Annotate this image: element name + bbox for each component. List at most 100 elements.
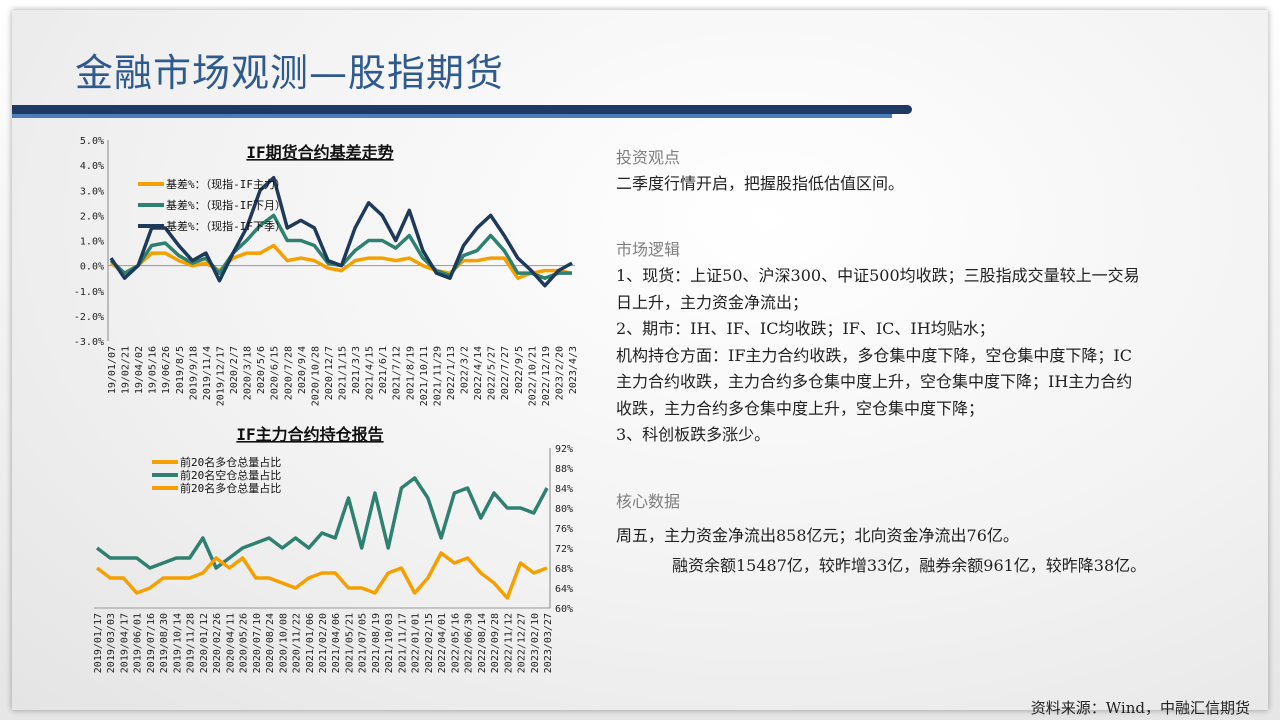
data-line: 融资余额15487亿，较昨增33亿，融券余额961亿，较昨降38亿。 <box>672 555 1147 575</box>
logic-line: 日上升，主力资金净流出； <box>616 292 809 312</box>
series-line-1 <box>95 551 548 600</box>
x-tick-label: 2021/10/03 <box>384 613 395 673</box>
x-tick-label: 2022/05/16 <box>450 613 461 673</box>
x-tick-label: 2020/2/7 <box>229 346 240 394</box>
x-tick-label: 2023/02/10 <box>530 613 541 673</box>
x-tick-label: 2020/3/18 <box>243 346 254 400</box>
data-line: 周五，主力资金净流出858亿元；北向资金净流出76亿。 <box>616 525 1019 545</box>
x-tick-label: 2019/11/4 <box>202 346 213 400</box>
view-heading: 投资观点 <box>616 148 681 167</box>
page-title: 金融市场观测—股指期货 <box>75 51 505 95</box>
x-tick-label: 2019/04/17 <box>119 613 130 673</box>
x-tick-label: 2022/1/13 <box>446 346 457 400</box>
x-tick-label: 2021/05/21 <box>344 613 355 673</box>
x-tick-label: 2022/3/2 <box>460 346 471 394</box>
series-line-0 <box>95 476 549 570</box>
title-underline <box>12 114 892 118</box>
x-tick-label: 2019/06/01 <box>133 613 144 673</box>
x-tick-label: 2021/10/11 <box>419 346 430 406</box>
y-tick-label: 64% <box>555 584 573 595</box>
data-heading: 核心数据 <box>616 491 681 511</box>
x-tick-label: 2021/3/3 <box>351 346 362 394</box>
x-tick-label: 2022/04/01 <box>437 613 448 673</box>
y-tick-label: 1.0% <box>80 237 104 248</box>
x-tick-label: 2022/10/21 <box>527 346 538 406</box>
x-tick-label: 2021/11/29 <box>432 346 443 406</box>
x-tick-label: 2022/06/30 <box>464 613 475 673</box>
x-tick-label: 2022/5/27 <box>487 346 498 400</box>
x-tick-label: 2022/12/27 <box>517 613 528 673</box>
x-tick-label: 2022/08/14 <box>477 613 488 673</box>
y-tick-label: 5.0% <box>80 136 104 147</box>
x-tick-label: 2021/8/19 <box>405 346 416 400</box>
y-tick-label: -3.0% <box>74 337 104 348</box>
x-tick-label: 2022/01/01 <box>411 613 422 673</box>
logic-line: 收跌，主力合约多仓集中度上升，空仓集中度下降； <box>616 398 985 418</box>
x-tick-label: 2020/7/28 <box>283 346 294 400</box>
basis-chart: 5.0%4.0%3.0%2.0%1.0%0.0%-1.0%-2.0%-3.0%1… <box>74 136 579 406</box>
x-tick-label: 19/02/21 <box>121 346 132 394</box>
x-tick-label: 2022/11/12 <box>503 613 514 673</box>
x-tick-label: 2021/04/06 <box>331 613 342 673</box>
logic-text: 1、现货：上证50、沪深300、中证500均收跌；三股指成交量较上一交易 日上升，… <box>616 263 1226 449</box>
x-tick-label: 2019/07/16 <box>146 613 157 673</box>
chart-title: IF期货合约基差走势 <box>246 143 393 162</box>
y-tick-label: 3.0% <box>80 186 104 197</box>
x-tick-label: 2021/01/06 <box>305 613 316 673</box>
y-tick-label: 92% <box>555 444 573 455</box>
x-tick-label: 2020/07/10 <box>252 613 263 673</box>
logic-line: 机构持仓方面：IF主力合约收跌，多仓集中度下降，空仓集中度下降；IC <box>616 345 1132 365</box>
y-tick-label: 68% <box>555 564 573 575</box>
x-tick-label: 2020/05/26 <box>239 613 250 673</box>
view-text: 二季度行情开启，把握股指低估值区间。 <box>616 174 905 193</box>
x-tick-label: 2021/7/12 <box>392 346 403 400</box>
text-panel: 投资观点 二季度行情开启，把握股指低估值区间。 市场逻辑 1、现货：上证50、沪… <box>616 145 1226 579</box>
slide <box>12 10 1268 710</box>
x-tick-label: 19/01/07 <box>107 346 118 394</box>
x-tick-label: 2020/11/22 <box>292 613 303 673</box>
y-tick-label: 60% <box>555 604 573 615</box>
x-tick-label: 2020/12/7 <box>324 346 335 400</box>
legend-label: 基差%：（现指-IF主力） <box>166 177 286 191</box>
x-tick-label: 2021/02/20 <box>318 613 329 673</box>
x-tick-label: 2021/11/17 <box>397 613 408 673</box>
x-tick-label: 2020/10/28 <box>310 346 321 406</box>
x-tick-label: 2019/8/5 <box>175 346 186 394</box>
x-tick-label: 2021/07/05 <box>358 613 369 673</box>
y-tick-label: -1.0% <box>74 287 104 298</box>
position-chart: 92%88%84%80%76%72%68%64%60%2019/01/17 201… <box>93 425 573 673</box>
x-tick-label: 2020/04/11 <box>225 613 236 673</box>
source-note: 资料来源：Wind，中融汇信期货 <box>1030 699 1250 717</box>
title-bar <box>12 105 912 114</box>
x-tick-label: 2019/9/18 <box>188 346 199 400</box>
x-tick-label: 2020/08/24 <box>265 613 276 673</box>
y-tick-label: 84% <box>555 484 573 495</box>
x-tick-label: 2021/4/15 <box>365 346 376 400</box>
logic-heading: 市场逻辑 <box>616 240 681 259</box>
y-tick-label: 0.0% <box>80 262 104 273</box>
x-tick-label: 19/06/26 <box>161 346 172 394</box>
logic-line: 主力合约收跌，主力合约多仓集中度上升，空仓集中度下降；IH主力合约 <box>616 372 1133 391</box>
x-tick-label: 2022/7/27 <box>500 346 511 400</box>
x-tick-label: 2023/03/27 <box>543 613 554 673</box>
x-tick-label: 2020/6/15 <box>270 346 281 400</box>
y-tick-label: 80% <box>555 504 573 515</box>
legend-label: 前20名多仓总量占比 <box>180 455 281 469</box>
legend-label: 前20名多仓总量占比 <box>180 481 281 495</box>
x-tick-label: 2023/2/20 <box>554 346 565 400</box>
y-tick-label: 4.0% <box>80 161 104 172</box>
y-tick-label: 88% <box>555 464 573 475</box>
y-tick-label: 72% <box>555 544 573 555</box>
chart-title: IF主力合约持仓报告 <box>236 425 383 444</box>
x-tick-label: 2023/4/3 <box>568 346 579 394</box>
x-tick-label: 2019/12/17 <box>215 346 226 406</box>
legend-label: 基差%：（现指-IF下季） <box>166 219 286 233</box>
x-tick-label: 2019/01/17 <box>93 613 104 673</box>
x-tick-label: 2020/10/08 <box>278 613 289 673</box>
x-tick-label: 2022/4/14 <box>473 346 484 400</box>
legend-label: 基差%：（现指-IF下月） <box>166 198 286 212</box>
logic-line: 3、科创板跌多涨少。 <box>616 425 771 444</box>
x-tick-label: 2021/1/15 <box>338 346 349 400</box>
x-tick-label: 2020/02/26 <box>212 613 223 673</box>
logic-line: 1、现货：上证50、沪深300、中证500均收跌；三股指成交量较上一交易 <box>616 266 1140 285</box>
